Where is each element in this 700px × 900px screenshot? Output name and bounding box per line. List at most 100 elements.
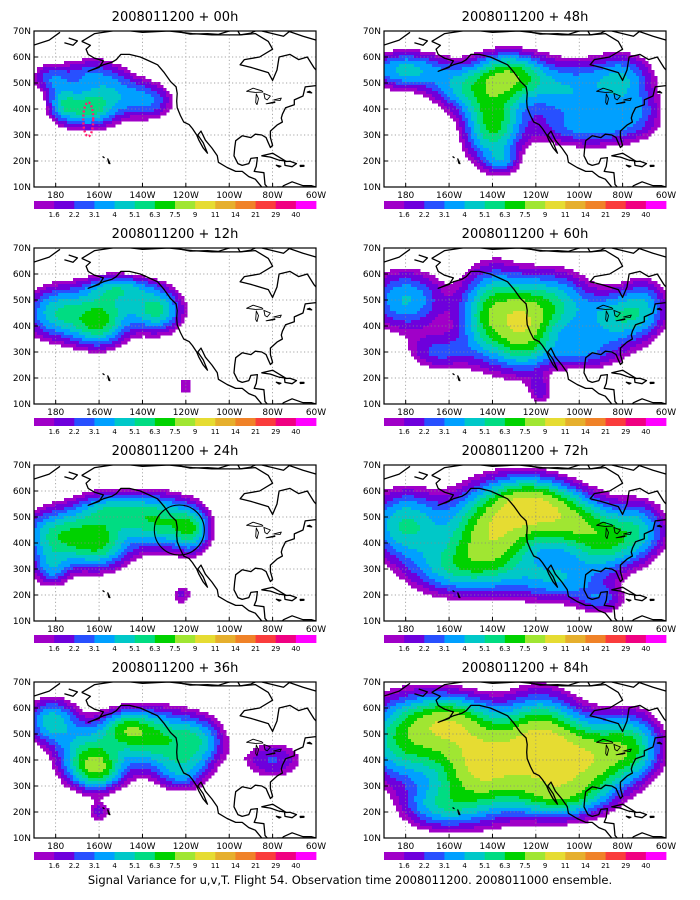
colorbar-label: 5.1	[129, 645, 140, 653]
colorbar-swatch	[545, 418, 566, 426]
colorbar-label: 3.1	[439, 211, 450, 219]
panel-title: 2008011200 + 72h	[462, 444, 589, 459]
panel-title: 2008011200 + 48h	[462, 10, 589, 25]
lat-tick-label: 40N	[363, 539, 381, 549]
colorbar-swatch	[605, 852, 627, 860]
colorbar-swatch	[175, 852, 196, 860]
colorbar-swatch	[34, 852, 55, 860]
lat-tick-label: 30N	[13, 348, 31, 358]
colorbar: 1.6 2.2 3.1 4 5.1 6.3 7.5 9 11 14 21 29 40	[34, 418, 317, 436]
lat-tick-label: 50N	[363, 296, 381, 306]
lon-tick-label: 100W	[566, 842, 592, 852]
lon-tick-label: 180	[47, 625, 64, 635]
colorbar-label: 1.6	[49, 211, 61, 219]
colorbar-swatch	[585, 418, 606, 426]
lon-tick-label: 100W	[566, 191, 592, 201]
lon-tick-label: 140W	[479, 191, 505, 201]
variance-field	[34, 697, 299, 821]
colorbar-label: 21	[251, 645, 260, 653]
colorbar-label: 1.6	[49, 645, 61, 653]
colorbar-label: 2.2	[69, 211, 80, 219]
colorbar-swatch	[565, 635, 586, 643]
lon-tick-label: 140W	[129, 191, 155, 201]
colorbar-label: 2.2	[419, 428, 430, 436]
colorbar-swatch	[134, 635, 156, 643]
colorbar-swatch	[255, 635, 277, 643]
lon-tick-label: 160W	[436, 842, 462, 852]
colorbar-label: 4	[112, 211, 117, 219]
lat-tick-label: 60N	[13, 487, 31, 497]
colorbar-label: 2.2	[419, 862, 430, 870]
colorbar-label: 5.1	[479, 211, 490, 219]
colorbar-swatch	[625, 635, 647, 643]
lat-tick-label: 30N	[13, 565, 31, 575]
colorbar-label: 40	[641, 645, 650, 653]
colorbar-label: 11	[211, 862, 220, 870]
lon-tick-label: 160W	[436, 408, 462, 418]
lat-tick-label: 70N	[363, 678, 381, 688]
colorbar-swatch	[215, 635, 236, 643]
lat-tick-label: 40N	[13, 539, 31, 549]
lat-tick-label: 20N	[363, 808, 381, 818]
colorbar-label: 1.6	[49, 428, 61, 436]
colorbar: 1.6 2.2 3.1 4 5.1 6.3 7.5 9 11 14 21 29 40	[384, 201, 667, 219]
lon-tick-label: 180	[397, 625, 414, 635]
map-panel: 70N 60N 50N 40N 30N 20N 10N 180 160W 140W 120W 100W…	[13, 244, 326, 436]
colorbar-swatch	[404, 852, 425, 860]
lon-tick-label: 160W	[436, 191, 462, 201]
lat-tick-label: 50N	[13, 296, 31, 306]
colorbar-label: 9	[193, 428, 197, 436]
lat-tick-label: 40N	[363, 322, 381, 332]
colorbar-swatch	[565, 418, 586, 426]
colorbar-swatch	[545, 635, 566, 643]
colorbar-label: 14	[231, 862, 240, 870]
colorbar-label: 9	[543, 211, 547, 219]
lat-tick-label: 60N	[363, 704, 381, 714]
lat-tick-label: 20N	[13, 374, 31, 384]
map-panel: 70N 60N 50N 40N 30N 20N 10N 180 160W 140W 120W 100W…	[13, 461, 326, 653]
coastline	[34, 682, 316, 838]
colorbar-label: 21	[601, 428, 610, 436]
colorbar-label: 1.6	[399, 428, 411, 436]
colorbar-label: 40	[291, 645, 300, 653]
colorbar-swatch	[195, 418, 216, 426]
colorbar-label: 3.1	[89, 428, 100, 436]
colorbar-label: 11	[211, 211, 220, 219]
lat-tick-label: 40N	[13, 105, 31, 115]
colorbar-swatch	[424, 635, 445, 643]
colorbar-label: 9	[543, 428, 547, 436]
colorbar-swatch	[235, 852, 256, 860]
lon-tick-label: 120W	[523, 408, 549, 418]
colorbar-swatch	[605, 201, 627, 209]
colorbar-label: 29	[271, 211, 280, 219]
colorbar-swatch	[74, 852, 95, 860]
colorbar-label: 11	[561, 645, 570, 653]
colorbar-swatch	[235, 201, 256, 209]
colorbar-swatch	[215, 418, 236, 426]
colorbar-label: 40	[291, 211, 300, 219]
colorbar-swatch	[605, 418, 627, 426]
colorbar-swatch	[645, 418, 667, 426]
colorbar-swatch	[464, 635, 486, 643]
colorbar-swatch	[585, 201, 606, 209]
lon-tick-label: 60W	[306, 191, 326, 201]
colorbar-label: 3.1	[89, 862, 100, 870]
lon-tick-label: 180	[397, 842, 414, 852]
colorbar-swatch	[54, 635, 75, 643]
map-panel: 70N 60N 50N 40N 30N 20N 10N 180 160W 140W 120W 100W…	[13, 678, 326, 870]
lon-tick-label: 120W	[523, 625, 549, 635]
lon-tick-label: 140W	[479, 625, 505, 635]
colorbar-swatch	[295, 852, 317, 860]
lat-tick-label: 20N	[13, 157, 31, 167]
colorbar-label: 11	[211, 428, 220, 436]
coastline	[34, 465, 316, 621]
colorbar-swatch	[605, 635, 627, 643]
lon-tick-label: 140W	[479, 408, 505, 418]
colorbar-swatch	[504, 201, 526, 209]
colorbar-swatch	[525, 635, 546, 643]
colorbar-label: 4	[112, 862, 117, 870]
colorbar-swatch	[175, 635, 196, 643]
figure-caption: Signal Variance for u,v,T. Flight 54. Ob…	[87, 873, 613, 887]
colorbar-label: 4	[112, 428, 117, 436]
colorbar-label: 9	[543, 862, 547, 870]
